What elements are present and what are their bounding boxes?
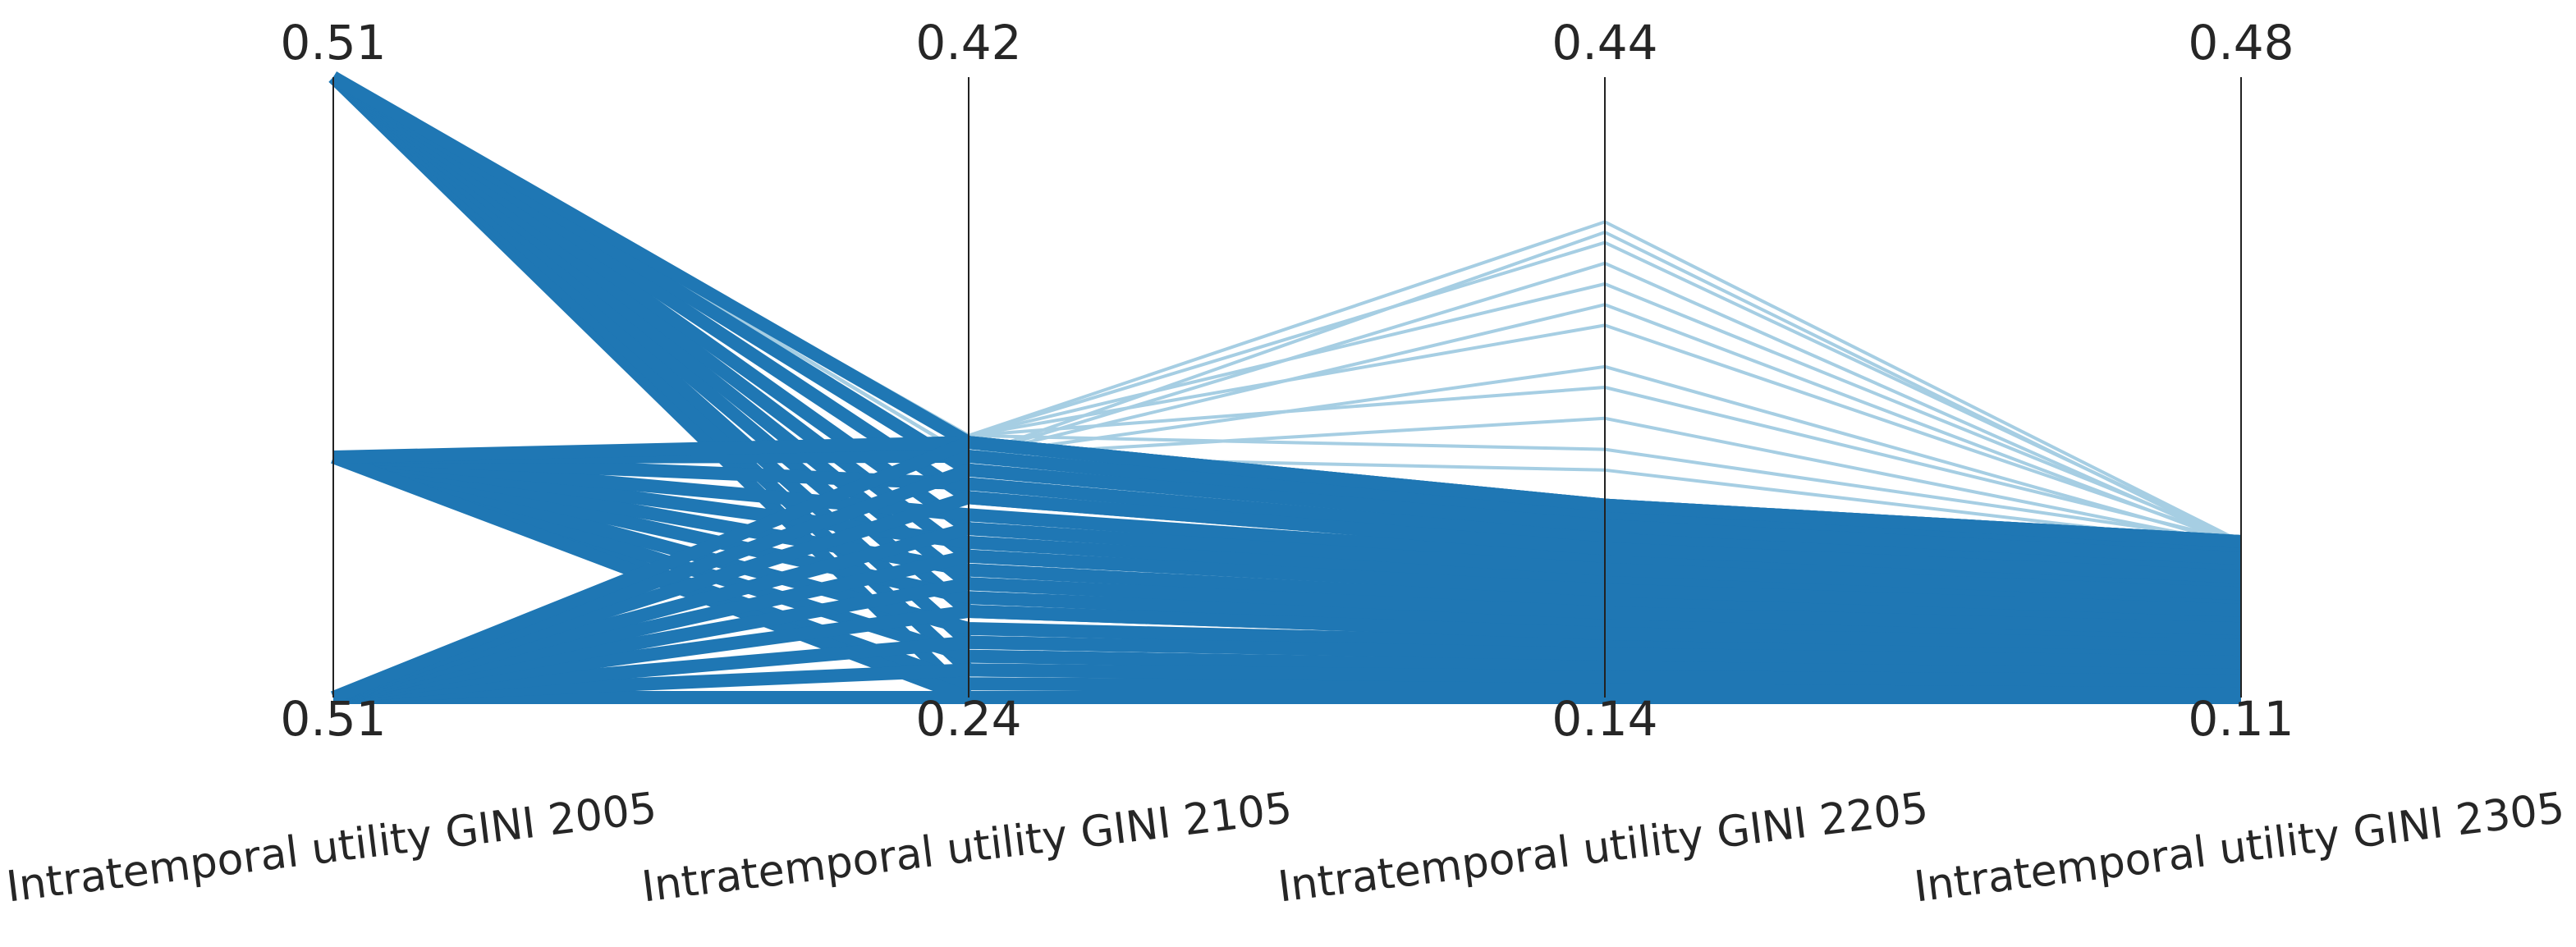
- axis-title: Intratemporal utility GINI 2105: [639, 784, 1295, 913]
- data-line: [332, 451, 2242, 609]
- data-line: [332, 451, 2242, 592]
- tick-label: 0.44: [1552, 15, 1657, 71]
- tick-label: 0.51: [280, 15, 386, 71]
- data-line: [331, 522, 2242, 704]
- axis-title: Intratemporal utility GINI 2305: [1912, 784, 2567, 913]
- data-line: [331, 451, 2242, 661]
- data-line: [332, 451, 2242, 625]
- data-line: [332, 635, 2242, 704]
- axis-title: Intratemporal utility GINI 2205: [1276, 784, 1931, 913]
- data-line: [332, 451, 2242, 644]
- axis-title: Intratemporal utility GINI 2005: [4, 784, 659, 913]
- data-line: [331, 436, 2242, 704]
- data-line: [332, 451, 2242, 574]
- data-line: [331, 451, 2242, 678]
- data-line: [332, 605, 2242, 704]
- tick-label: 0.24: [915, 691, 1021, 747]
- tick-label: 0.51: [280, 691, 386, 747]
- data-line: [332, 549, 2242, 704]
- tick-label: 0.11: [2188, 691, 2294, 747]
- tick-label: 0.14: [1552, 691, 1657, 747]
- data-line: [332, 450, 2242, 557]
- data-line: [332, 577, 2242, 704]
- data-line: [331, 491, 2242, 704]
- tick-label: 0.42: [915, 15, 1021, 71]
- data-line: [332, 663, 2242, 704]
- data-line: [331, 463, 2242, 704]
- tick-label: 0.48: [2188, 15, 2294, 71]
